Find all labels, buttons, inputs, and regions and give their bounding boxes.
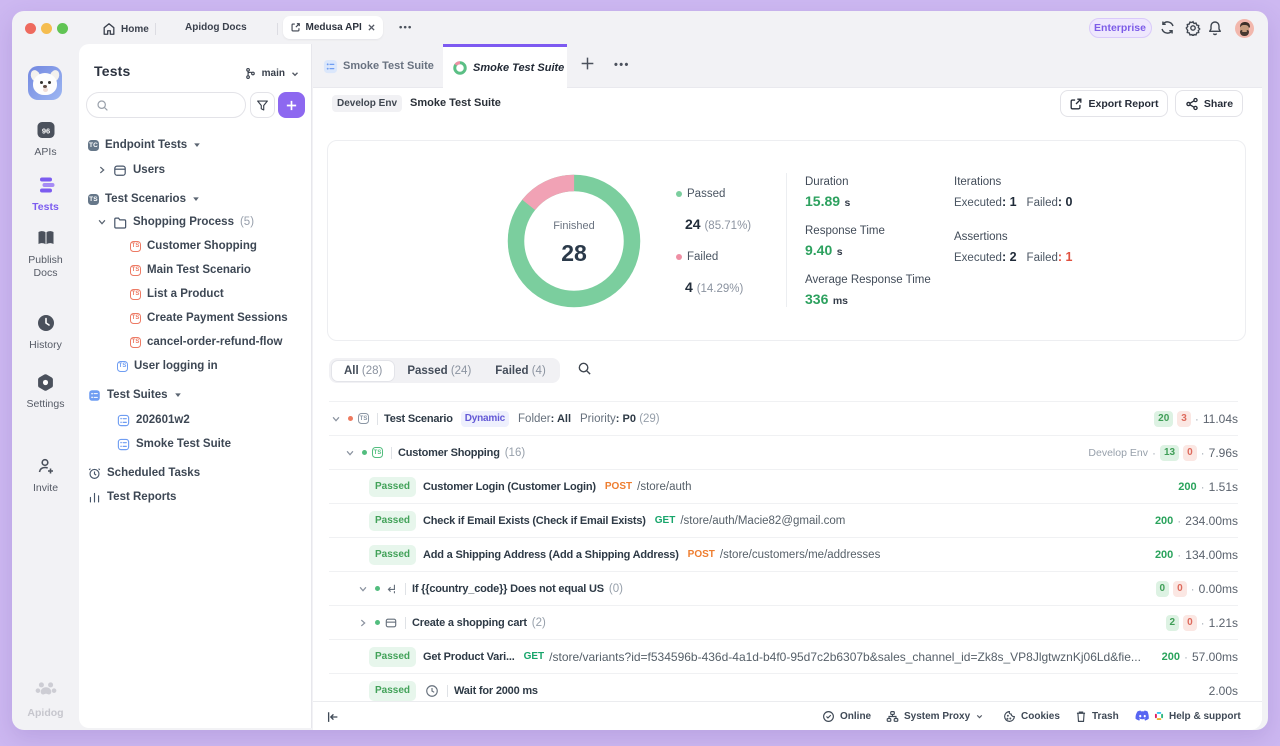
svg-text:96: 96 [41, 126, 49, 135]
